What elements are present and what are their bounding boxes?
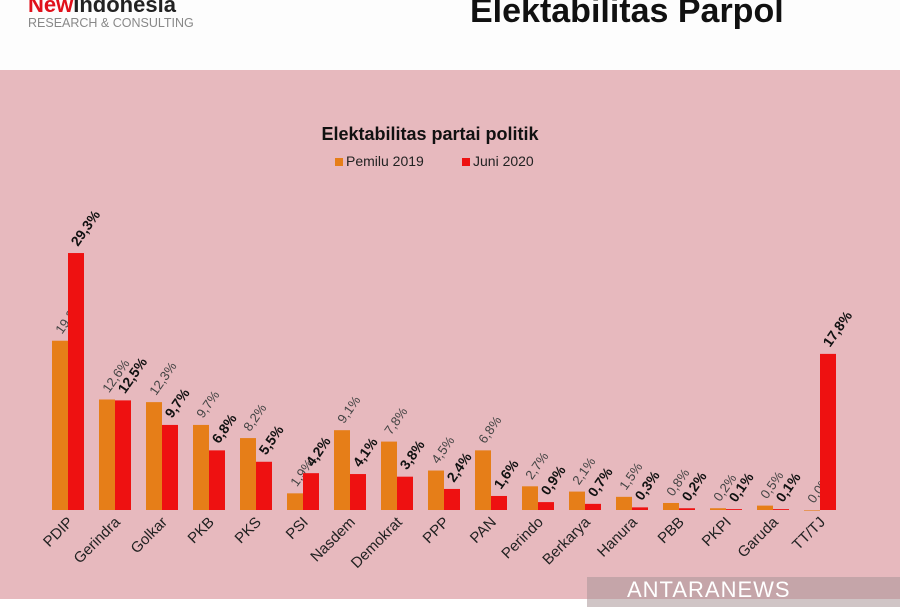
bar-pdip-2019 bbox=[52, 340, 68, 510]
category-label-pbb: PBB bbox=[655, 514, 688, 547]
bar-nasdem-2020 bbox=[350, 474, 366, 510]
data-label: 7,8% bbox=[381, 404, 411, 437]
bar-berkarya-2019 bbox=[569, 491, 585, 510]
logo-tagline: RESEARCH & CONSULTING bbox=[28, 16, 194, 30]
bar-demokrat-2019 bbox=[381, 441, 397, 510]
category-label-psi: PSI bbox=[283, 514, 312, 543]
bar-pdip-2020 bbox=[68, 253, 84, 510]
bar-psi-2020 bbox=[303, 473, 319, 510]
bar-pkb-2019 bbox=[193, 424, 209, 510]
category-label-ppp: PPP bbox=[420, 514, 453, 547]
bar-pbb-2019 bbox=[663, 502, 679, 510]
bar-demokrat-2020 bbox=[397, 476, 413, 510]
data-label: 5,5% bbox=[255, 422, 287, 458]
bar-pks-2019 bbox=[240, 438, 256, 510]
category-label-tt/tj: TT/TJ bbox=[789, 514, 829, 554]
data-label: 9,7% bbox=[161, 385, 193, 421]
data-label: 9,1% bbox=[334, 393, 364, 426]
bar-tt/tj-2020 bbox=[820, 353, 836, 510]
bar-ppp-2019 bbox=[428, 470, 444, 510]
page-title: Elektabilitas Parpol bbox=[470, 0, 784, 30]
bar-pan-2020 bbox=[491, 495, 507, 510]
chart-title: Elektabilitas partai politik bbox=[321, 124, 539, 144]
legend-label: Pemilu 2019 bbox=[346, 153, 424, 169]
bar-golkar-2019 bbox=[146, 402, 162, 510]
data-label: 17,8% bbox=[819, 307, 855, 349]
data-label: 6,8% bbox=[475, 413, 505, 446]
bar-pkb-2020 bbox=[209, 450, 225, 510]
chart-panel bbox=[0, 70, 900, 599]
bar-pkpi-2019 bbox=[710, 508, 726, 510]
legend-swatch-juni-2020 bbox=[462, 158, 470, 166]
data-label: 9,7% bbox=[193, 387, 223, 420]
data-label: 1,6% bbox=[490, 456, 522, 492]
category-label-pks: PKS bbox=[232, 514, 265, 547]
category-label-golkar: Golkar bbox=[128, 514, 171, 557]
category-label-gerindra: Gerindra bbox=[71, 513, 125, 567]
category-label-pan: PAN bbox=[467, 514, 500, 547]
category-label-hanura: Hanura bbox=[594, 513, 641, 560]
category-label-demokrat: Demokrat bbox=[348, 513, 407, 572]
data-label: 3,8% bbox=[396, 437, 428, 473]
category-label-garuda: Garuda bbox=[734, 513, 782, 561]
bar-nasdem-2019 bbox=[334, 430, 350, 510]
legend-label: Juni 2020 bbox=[473, 153, 534, 169]
logo: NewIndonesia RESEARCH & CONSULTING bbox=[28, 0, 194, 30]
category-label-pdip: PDIP bbox=[40, 514, 77, 551]
bar-pan-2019 bbox=[475, 450, 491, 510]
data-label: 29,3% bbox=[67, 207, 103, 249]
legend-swatch-pemilu-2019 bbox=[335, 158, 343, 166]
bar-psi-2019 bbox=[287, 493, 303, 510]
category-label-berkarya: Berkarya bbox=[539, 513, 594, 568]
bar-perindo-2020 bbox=[538, 502, 554, 510]
bar-gerindra-2019 bbox=[99, 399, 115, 510]
bar-garuda-2020 bbox=[773, 509, 789, 510]
bar-ppp-2020 bbox=[444, 488, 460, 510]
bar-pkpi-2020 bbox=[726, 509, 742, 510]
header: NewIndonesia RESEARCH & CONSULTING Elekt… bbox=[0, 0, 900, 70]
logo-indonesia: Indonesia bbox=[73, 0, 176, 17]
category-label-pkpi: PKPI bbox=[699, 514, 735, 550]
category-label-pkb: PKB bbox=[185, 514, 218, 547]
bar-hanura-2019 bbox=[616, 496, 632, 510]
data-label: 8,2% bbox=[240, 401, 270, 434]
bar-hanura-2020 bbox=[632, 507, 648, 510]
data-label: 4,2% bbox=[302, 433, 334, 469]
bar-gerindra-2020 bbox=[115, 400, 131, 510]
data-label: 6,8% bbox=[208, 410, 240, 446]
bar-tt/tj-2019 bbox=[804, 510, 820, 511]
bar-pbb-2020 bbox=[679, 508, 695, 510]
bar-golkar-2020 bbox=[162, 424, 178, 510]
data-label: 4,1% bbox=[349, 434, 381, 470]
bar-garuda-2019 bbox=[757, 505, 773, 510]
bar-perindo-2019 bbox=[522, 486, 538, 510]
bar-pks-2020 bbox=[256, 461, 272, 510]
logo-new: New bbox=[28, 0, 74, 17]
bar-berkarya-2020 bbox=[585, 503, 601, 510]
watermark: ANTARANEWS bbox=[587, 577, 900, 607]
